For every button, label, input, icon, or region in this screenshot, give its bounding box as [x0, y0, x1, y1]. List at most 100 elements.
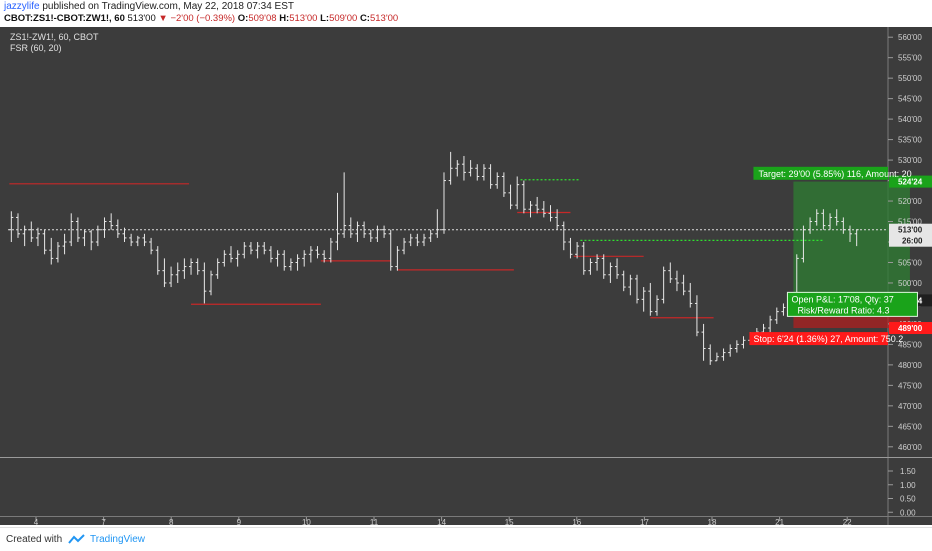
x-tick-label: 16 — [572, 518, 581, 525]
y-tick-label: 500'00 — [898, 279, 922, 288]
ohlc-bar — [335, 192, 340, 251]
chart-svg[interactable]: 560'00 555'00 550'00 545'00 540'00 535'00 530'… — [0, 27, 932, 527]
ohlc-bar — [402, 237, 407, 255]
ohlc-bar — [694, 295, 699, 337]
ohlc-bar — [541, 201, 546, 218]
ohlc-bar — [661, 266, 666, 304]
x-tick-label: 7 — [101, 518, 106, 525]
high-label: H: — [279, 13, 290, 24]
y-tick-label: 555'00 — [898, 54, 922, 63]
ohlc-bar — [35, 227, 40, 247]
x-tick-label: 22 — [843, 518, 852, 525]
ohlc-bar — [555, 209, 560, 230]
ohlc-bar — [169, 266, 174, 288]
ohlc-bar — [768, 315, 773, 333]
ohlc-bar — [275, 250, 280, 267]
ohlc-bar — [55, 242, 60, 263]
y-tick-label: 465'00 — [898, 422, 922, 431]
target-annotation-bg — [753, 166, 888, 180]
created-with-text: Created with — [6, 534, 63, 545]
y-tick-label: 480'00 — [898, 361, 922, 370]
ohlc-bar — [721, 348, 726, 361]
ohlc-bar — [395, 246, 400, 271]
ohlc-bar — [601, 254, 606, 279]
ohlc-bar — [595, 254, 600, 271]
ohlc-bar — [568, 237, 573, 259]
ohlc-bar — [854, 229, 859, 247]
published-text: published on TradingView.com, May 22, 20… — [42, 1, 294, 12]
ohlc-bar — [62, 233, 67, 255]
ohlc-bar — [468, 160, 473, 177]
ohlc-bar — [408, 233, 413, 247]
ohlc-bar — [441, 172, 446, 234]
ohlc-bar — [15, 213, 20, 238]
ohlc-bar — [841, 217, 846, 234]
ohlc-bar — [302, 250, 307, 267]
ohlc-bar — [821, 209, 826, 230]
ohlc-bar — [834, 209, 839, 226]
open-value: 509'08 — [248, 13, 277, 24]
ohlc-bar — [368, 229, 373, 242]
tradingview-logo-icon — [68, 534, 85, 544]
ohlc-bar — [9, 211, 14, 242]
chart-area[interactable]: 560'00 555'00 550'00 545'00 540'00 535'00 530'… — [0, 27, 932, 527]
ohlc-bar — [82, 229, 87, 247]
x-tick-label: 4 — [34, 518, 39, 525]
ohlc-bar — [228, 246, 233, 263]
footer: Created with TradingView — [0, 527, 932, 551]
ohlc-bar — [242, 242, 247, 259]
entry-annotation-line1: Open P&L: 17'08, Qty: 37 — [791, 294, 893, 304]
ohlc-bar — [29, 221, 34, 242]
ohlc-bar — [422, 233, 427, 247]
ohlc-bar — [109, 213, 114, 230]
ohlc-bar — [495, 172, 500, 189]
ohlc-bar — [668, 262, 673, 283]
ohlc-bar — [814, 209, 819, 226]
ohlc-bar — [209, 270, 214, 296]
y-tick-label: 485'00 — [898, 340, 922, 349]
ohlc-bar — [774, 307, 779, 324]
ohlc-bar — [741, 336, 746, 349]
ohlc-bar — [348, 217, 353, 238]
stop-annotation-bg — [749, 332, 888, 346]
target-annotation: Target: 29'00 (5.85%) 116, Amount: 20 — [758, 169, 911, 179]
ohlc-bar — [89, 229, 94, 251]
ohlc-bar — [481, 164, 486, 181]
ohlc-bar — [475, 164, 480, 181]
ohlc-bar — [288, 258, 293, 271]
ohlc-bar — [575, 242, 580, 259]
ohlc-bar — [235, 250, 240, 267]
symbol-header: CBOT:ZS1!-CBOT:ZW1!, 60 513'00 ▼ −2'00 (… — [4, 13, 398, 25]
price-label-bg-last — [889, 223, 932, 236]
open-label: O: — [237, 13, 249, 24]
ohlc-bar — [222, 250, 227, 267]
ohlc-bar — [388, 229, 393, 271]
x-tick-label: 11 — [370, 518, 379, 525]
price-label-bg-stop — [889, 322, 932, 335]
price-label-stop: 489'00 — [898, 324, 923, 333]
ohlc-bar — [808, 217, 813, 234]
ohlc-bar — [648, 282, 653, 316]
ohlc-bar — [315, 246, 320, 259]
ohlc-bar — [102, 217, 107, 238]
ohlc-bar — [548, 205, 553, 222]
main-pane-bg — [0, 27, 888, 457]
x-tick-label: 21 — [775, 518, 784, 525]
low-value: 509'00 — [329, 13, 358, 24]
x-tick-label: 17 — [640, 518, 649, 525]
ohlc-bar — [95, 225, 100, 247]
ohlc-bar — [308, 246, 313, 263]
y-tick-label: 515'00 — [898, 218, 922, 227]
ohlc-bar — [848, 225, 853, 242]
ohlc-bar — [801, 225, 806, 263]
low-label: L: — [320, 13, 330, 24]
entry-annotation-bg — [786, 291, 918, 317]
tradingview-brand[interactable]: TradingView — [90, 534, 146, 545]
publish-header: jazzylife published on TradingView.com, … — [4, 1, 294, 13]
ohlc-bar — [115, 219, 120, 238]
ohlc-bar — [162, 258, 167, 288]
ohlc-bar — [588, 258, 593, 275]
ohlc-bar — [488, 164, 493, 189]
author-link[interactable]: jazzylife — [4, 1, 40, 12]
ohlc-bar — [521, 180, 526, 214]
